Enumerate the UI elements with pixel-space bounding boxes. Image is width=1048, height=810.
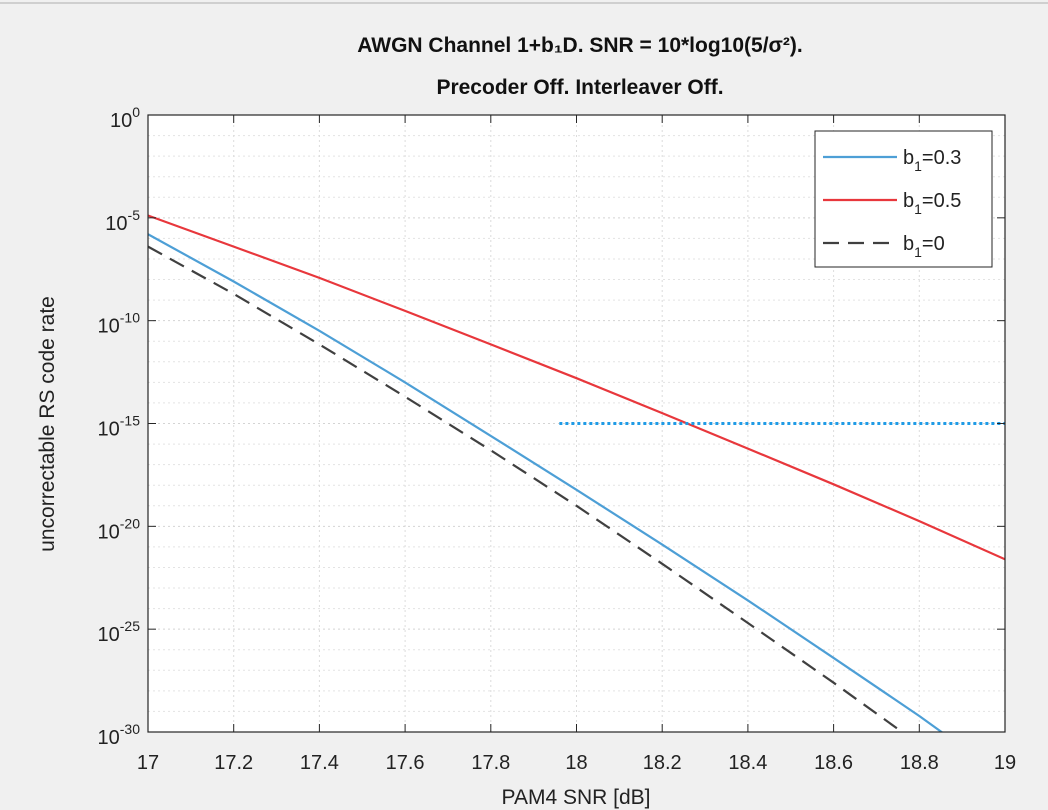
chart-title-line1: AWGN Channel 1+b₁D. SNR = 10*log10(5/σ²)…	[357, 34, 802, 57]
y-tick-label: 10-5	[105, 207, 140, 235]
y-tick-label: 10-25	[98, 618, 141, 646]
series-line-0	[148, 233, 944, 732]
x-tick-label: 19	[994, 752, 1016, 774]
series-layer	[148, 214, 1005, 732]
y-tick-label-text: 10-30	[98, 721, 141, 749]
legend: b1=0.3 b1=0.5 b1=0	[814, 130, 993, 268]
y-axis-label: uncorrectable RS code rate	[36, 296, 59, 552]
y-tick-label: 10-30	[98, 721, 141, 749]
x-tick-labels: 17 17.2 17.4 17.6 17.8 18 18.2 18.4 18.6 18.8 19	[137, 752, 1016, 774]
y-tick-label-text: 10-10	[98, 310, 141, 338]
series-line-1	[148, 214, 1005, 561]
tick-marks	[147, 114, 1006, 733]
x-tick-label: 17.6	[386, 752, 425, 774]
x-axis-label: PAM4 SNR [dB]	[502, 786, 651, 809]
y-tick-label-text: 10-20	[98, 515, 141, 543]
x-tick-label: 18.2	[643, 752, 682, 774]
x-tick-label: 18	[565, 752, 587, 774]
y-tick-label: 100	[110, 104, 140, 132]
x-tick-label: 18.4	[728, 752, 767, 774]
y-tick-label-text: 10-15	[98, 413, 141, 441]
x-tick-label: 18.6	[814, 752, 853, 774]
x-tick-label: 17	[137, 752, 159, 774]
legend-label-0: b1=0.3	[903, 147, 961, 174]
y-tick-label-text: 100	[110, 104, 140, 132]
chart-title-line2: Precoder Off. Interleaver Off.	[436, 76, 723, 99]
y-tick-label: 10-20	[98, 515, 141, 543]
legend-label-1: b1=0.5	[903, 190, 961, 217]
y-tick-label-text: 10-25	[98, 618, 141, 646]
series-line-2	[148, 245, 904, 732]
y-tick-label: 10-15	[98, 413, 141, 441]
x-tick-label: 17.4	[300, 752, 339, 774]
x-tick-label: 18.8	[900, 752, 939, 774]
y-tick-label-text: 10-5	[105, 207, 140, 235]
y-tick-label: 10-10	[98, 310, 141, 338]
legend-label-2: b1=0	[903, 233, 945, 260]
y-tick-labels: 100 10-5 10-10 10-15 10-20 10-25 10-30	[98, 104, 141, 749]
x-tick-label: 17.2	[214, 752, 253, 774]
x-tick-label: 17.8	[471, 752, 510, 774]
